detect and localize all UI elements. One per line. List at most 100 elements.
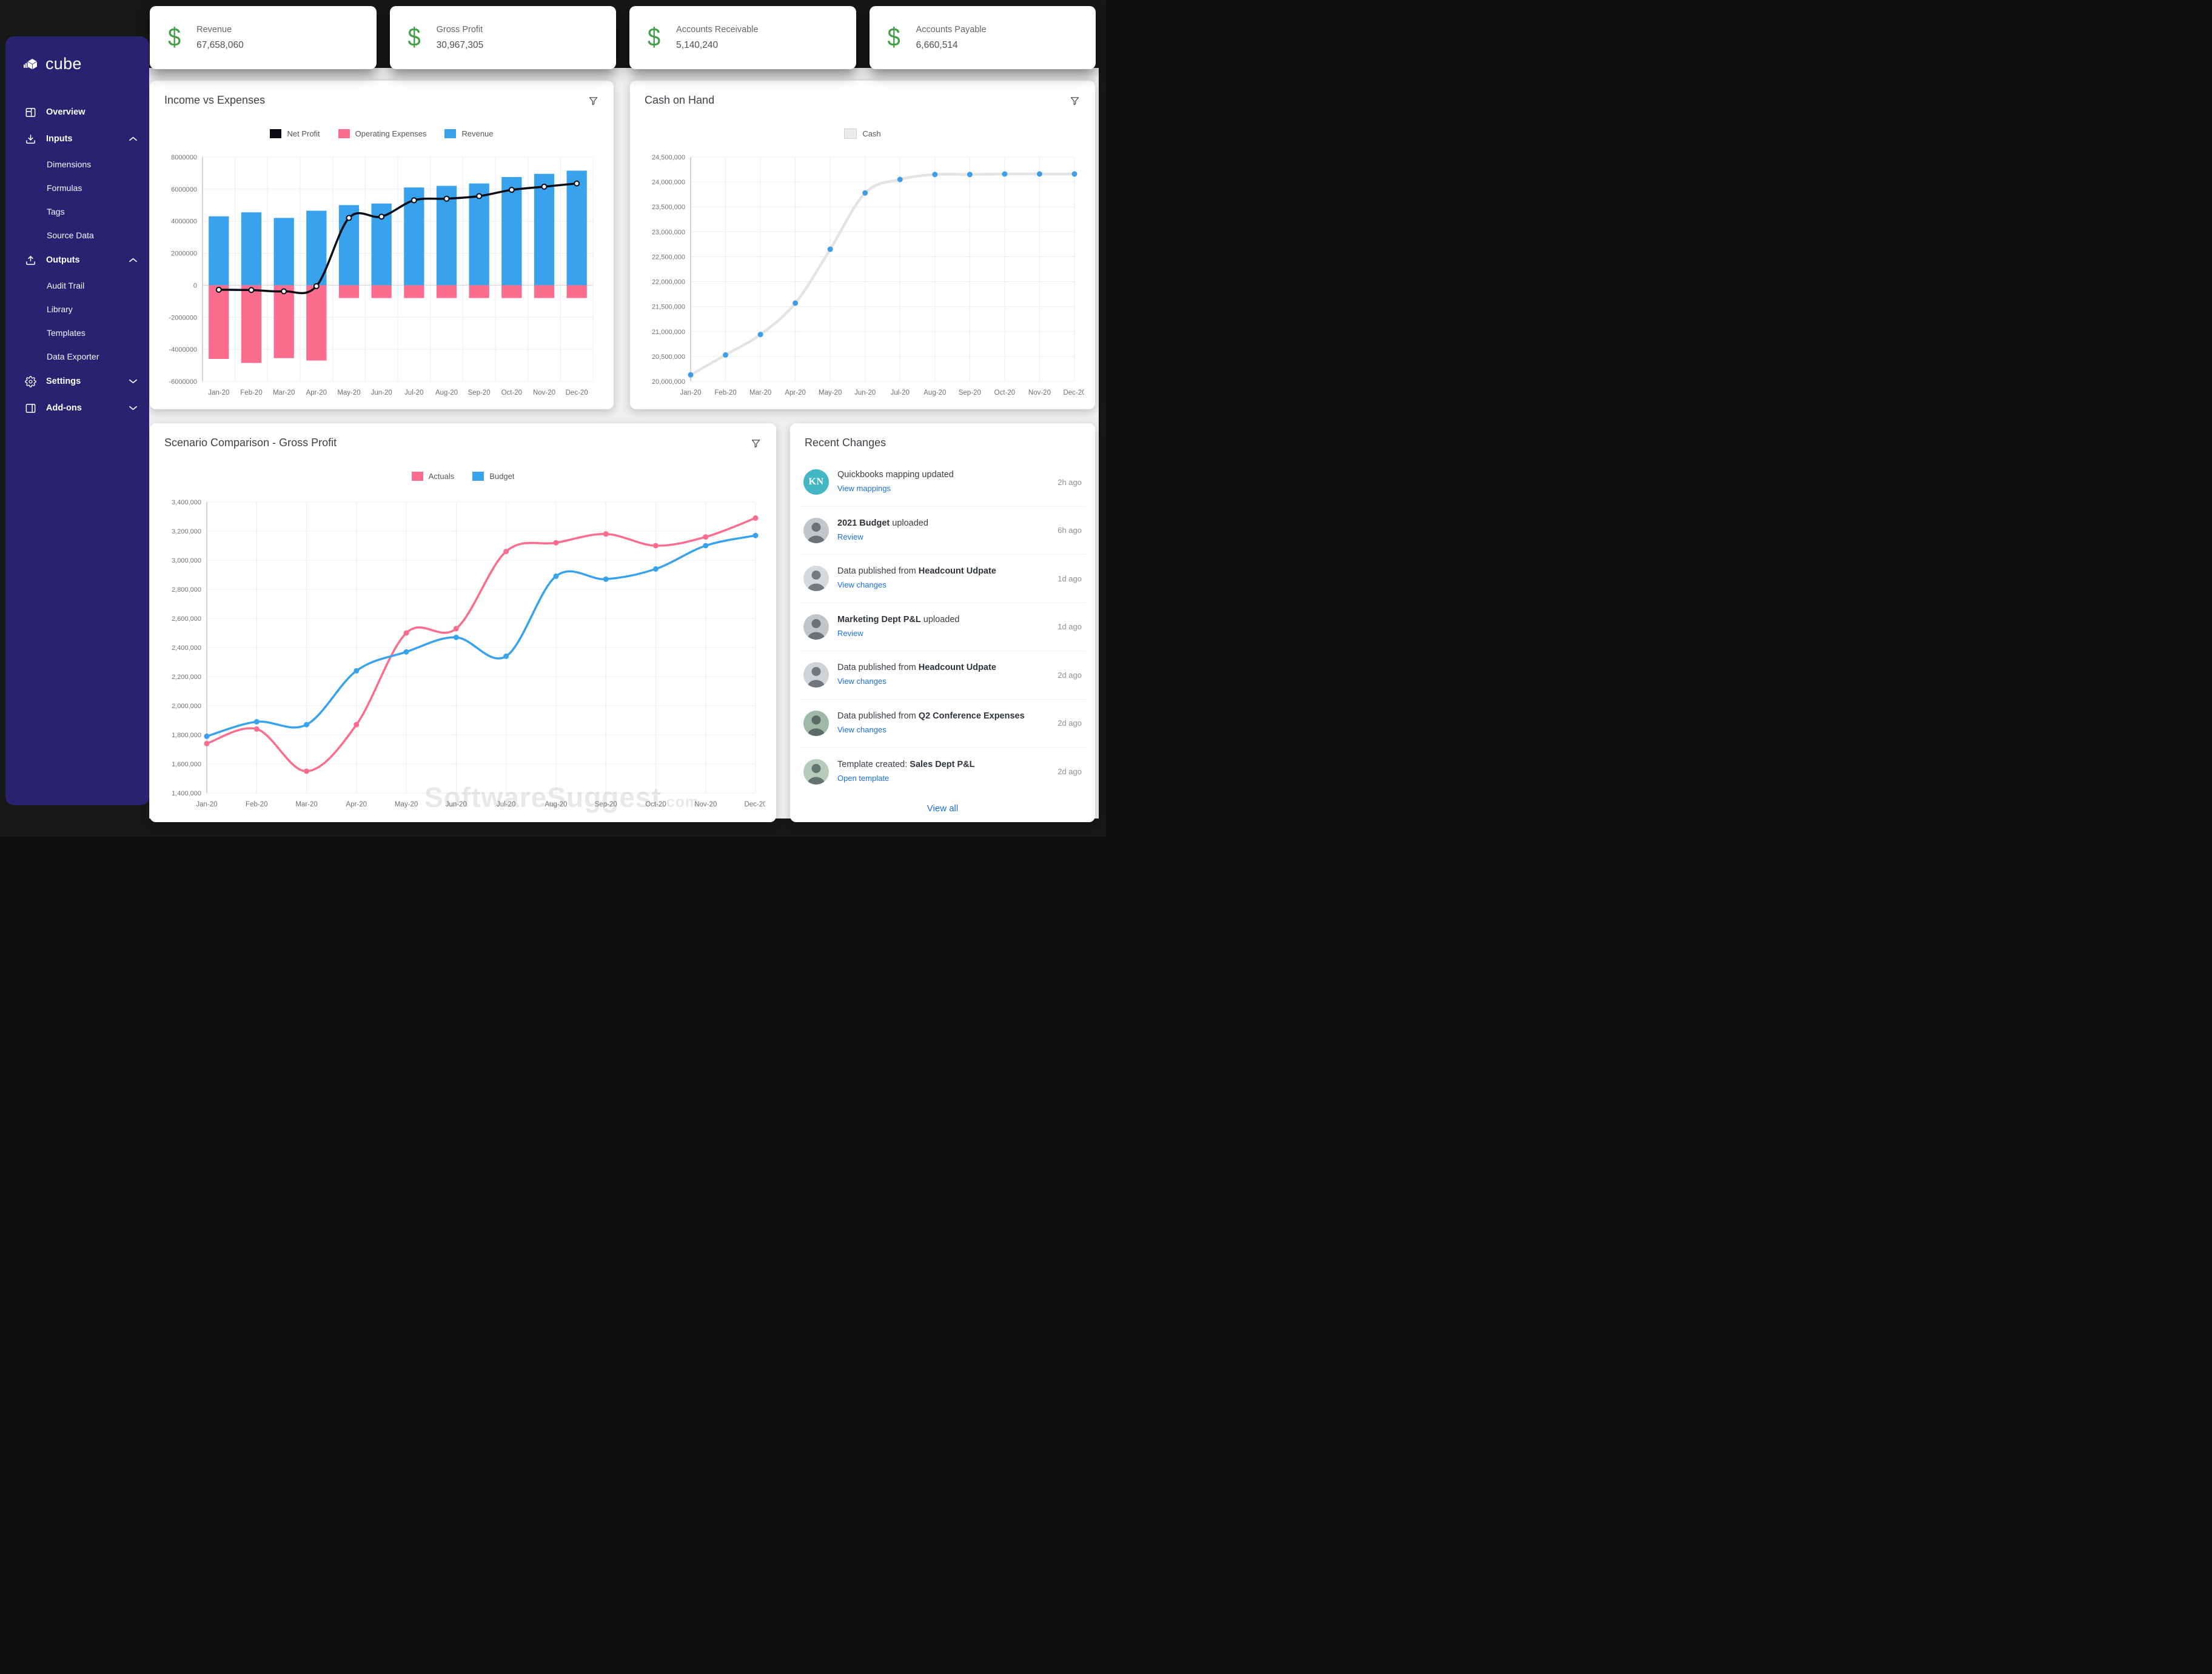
sidebar-item-formulas[interactable]: Formulas — [47, 182, 82, 193]
sidebar-item-source-data[interactable]: Source Data — [47, 230, 94, 240]
logo: cube — [5, 36, 149, 73]
svg-text:1,600,000: 1,600,000 — [172, 761, 201, 768]
recent-changes-title: Recent Changes — [805, 437, 886, 449]
svg-text:Jun-20: Jun-20 — [446, 801, 467, 808]
svg-text:May-20: May-20 — [819, 389, 842, 397]
legend-item-operating-expenses[interactable]: Operating Expenses — [338, 129, 426, 138]
sidebar-item-label: Add-ons — [46, 403, 82, 413]
series-actuals — [204, 515, 759, 774]
settings-icon — [24, 375, 36, 387]
svg-text:Jun-20: Jun-20 — [854, 389, 876, 397]
svg-text:Feb-20: Feb-20 — [240, 389, 262, 397]
open-template-link[interactable]: Open template — [837, 773, 890, 783]
avatar — [803, 614, 829, 640]
sidebar-item-data-exporter[interactable]: Data Exporter — [47, 351, 99, 361]
avatar — [803, 566, 829, 592]
kpi-label: Accounts Receivable — [676, 24, 759, 35]
recent-change-text: Template created: Sales Dept P&L — [837, 759, 975, 769]
recent-change-row: KN Quickbooks mapping updated View mapping… — [800, 458, 1085, 507]
filter-icon[interactable] — [586, 94, 600, 110]
sidebar-item-tags[interactable]: Tags — [47, 206, 65, 216]
sidebar-item-label: Inputs — [46, 134, 73, 144]
view-changes-link[interactable]: View changes — [837, 725, 886, 734]
legend-item-cash[interactable]: Cash — [844, 128, 881, 139]
sidebar-item-label: Outputs — [46, 255, 80, 265]
series-budget — [204, 532, 759, 739]
legend-item-budget[interactable]: Budget — [472, 471, 514, 481]
recent-change-row: Data published from Headcount Udpate View… — [800, 555, 1085, 603]
recent-change-row: Data published from Q2 Conference Expens… — [800, 700, 1085, 748]
svg-text:Nov-20: Nov-20 — [1028, 389, 1051, 397]
svg-text:Sep-20: Sep-20 — [595, 801, 617, 808]
kpi-card-accounts-receivable: $ Accounts Receivable 5,140,240 — [629, 6, 856, 69]
kpi-label: Accounts Payable — [916, 24, 987, 35]
scenario-comparison-plot: 3,400,000 3,200,000 3,000,000 2,800,000 2,60… — [162, 497, 766, 814]
svg-text:-4000000: -4000000 — [169, 346, 198, 353]
sidebar-item-add-ons[interactable]: Add-ons — [5, 395, 149, 421]
recent-change-row: 2021 Budget uploaded Review 6h ago — [800, 507, 1085, 555]
kpi-value: 5,140,240 — [676, 39, 719, 50]
svg-text:Apr-20: Apr-20 — [785, 389, 806, 397]
sidebar-item-overview[interactable]: Overview — [5, 99, 149, 126]
sidebar-item-outputs[interactable]: Outputs — [5, 247, 149, 273]
dollar-icon: $ — [168, 23, 181, 52]
svg-text:24,000,000: 24,000,000 — [652, 179, 685, 186]
legend-label: Revenue — [461, 129, 494, 138]
card-head: Scenario Comparison - Gross Profit — [150, 423, 776, 452]
card-head: Income vs Expenses — [150, 81, 614, 110]
svg-text:23,000,000: 23,000,000 — [652, 229, 685, 236]
svg-text:2,000,000: 2,000,000 — [172, 703, 201, 710]
gridlines — [690, 156, 1075, 382]
sidebar-item-audit-trail[interactable]: Audit Trail — [47, 280, 85, 290]
kpi-value: 6,660,514 — [916, 39, 958, 50]
sidebar-item-settings[interactable]: Settings — [5, 368, 149, 395]
svg-text:May-20: May-20 — [337, 389, 360, 397]
svg-text:4000000: 4000000 — [171, 218, 197, 226]
svg-text:May-20: May-20 — [395, 801, 418, 808]
kpi-label: Gross Profit — [436, 24, 483, 35]
recent-changes-list: KN Quickbooks mapping updated View mapping… — [800, 458, 1085, 796]
svg-text:3,400,000: 3,400,000 — [172, 499, 201, 506]
svg-text:24,500,000: 24,500,000 — [652, 154, 685, 161]
chevron-up-icon — [129, 136, 137, 141]
chart-canvas: 24,500,000 24,000,000 23,500,000 23,000,000… — [652, 154, 1086, 397]
legend-item-revenue[interactable]: Revenue — [444, 129, 494, 138]
view-all-link[interactable]: View all — [927, 803, 959, 814]
filter-icon[interactable] — [1068, 94, 1082, 110]
svg-text:Jul-20: Jul-20 — [497, 801, 515, 808]
avatar — [803, 758, 829, 785]
view-mappings-link[interactable]: View mappings — [837, 484, 891, 494]
svg-text:Oct-20: Oct-20 — [645, 801, 666, 808]
cube-logo-icon — [24, 58, 39, 71]
legend-swatch — [444, 129, 457, 138]
cash-on-hand-card: Cash on Hand Cash 24,500,000 24,000,000 23… — [630, 81, 1095, 409]
series-revenue — [209, 170, 587, 286]
kpi-row: $ Revenue 67,658,060 $ Gross Profit 30,967,30… — [150, 6, 1096, 69]
sidebar-item-label: Overview — [46, 107, 85, 117]
legend-item-actuals[interactable]: Actuals — [411, 471, 454, 481]
svg-text:Mar-20: Mar-20 — [295, 801, 317, 808]
sidebar-item-templates[interactable]: Templates — [47, 327, 85, 338]
svg-text:1,800,000: 1,800,000 — [172, 732, 201, 739]
review-link[interactable]: Review — [837, 628, 863, 638]
review-link[interactable]: Review — [837, 532, 863, 541]
svg-text:3,200,000: 3,200,000 — [172, 528, 201, 535]
legend-item-net-profit[interactable]: Net Profit — [270, 129, 320, 138]
dollar-icon: $ — [887, 23, 900, 52]
view-changes-link[interactable]: View changes — [837, 677, 886, 686]
avatar — [803, 710, 829, 736]
timestamp: 1d ago — [1057, 574, 1082, 583]
sidebar-item-dimensions[interactable]: Dimensions — [47, 159, 92, 169]
recent-change-row: Template created: Sales Dept P&L Open tem… — [800, 748, 1085, 796]
sidebar-item-library[interactable]: Library — [47, 304, 73, 314]
svg-text:Aug-20: Aug-20 — [435, 389, 458, 397]
kpi-label: Revenue — [196, 24, 232, 35]
svg-text:-6000000: -6000000 — [169, 378, 198, 386]
view-changes-link[interactable]: View changes — [837, 580, 886, 590]
sidebar-item-inputs[interactable]: Inputs — [5, 126, 149, 152]
filter-icon[interactable] — [749, 437, 763, 452]
cash-on-hand-plot: 24,500,000 24,000,000 23,500,000 23,000,000… — [642, 152, 1086, 402]
svg-text:Oct-20: Oct-20 — [994, 389, 1016, 397]
svg-text:Dec-20: Dec-20 — [566, 389, 588, 397]
svg-text:20,500,000: 20,500,000 — [652, 353, 685, 361]
